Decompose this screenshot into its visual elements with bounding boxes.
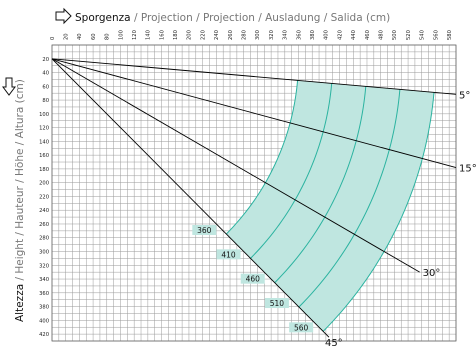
x-tick-label: 360 — [296, 30, 302, 40]
y-axis-title-main: Altezza — [14, 284, 26, 322]
angle-line — [51, 58, 457, 169]
x-tick-label: 340 — [283, 30, 289, 40]
x-tick-label: 80 — [105, 33, 111, 40]
arm-arc — [274, 86, 367, 284]
angle-label: 30° — [423, 268, 441, 279]
angle-label: 45° — [325, 338, 343, 346]
y-tick-labels: 20 40 60 80 100 120 140 160 180 200 220 240 260 280 30… — [39, 57, 49, 338]
x-tick-label: 440 — [351, 30, 357, 40]
x-tick-label: 400 — [324, 30, 330, 40]
x-tick-label: 460 — [365, 30, 371, 40]
arm-arc — [298, 89, 401, 308]
y-axis-arrow-icon — [2, 77, 16, 96]
y-tick-label: 40 — [42, 71, 49, 77]
y-tick-label: 420 — [39, 332, 49, 338]
y-tick-label: 340 — [39, 277, 49, 283]
arm-label-bg — [240, 273, 265, 284]
y-tick-label: 380 — [39, 305, 49, 311]
y-tick-label: 160 — [39, 153, 49, 159]
y-tick-label: 60 — [42, 84, 49, 90]
x-tick-label: 560 — [433, 30, 439, 40]
y-tick-label: 240 — [39, 208, 49, 214]
arm-label-bg — [216, 249, 241, 260]
x-axis-title-main: Sporgenza — [75, 12, 131, 24]
x-tick-label: 240 — [214, 30, 220, 40]
x-axis-arrow-icon — [55, 7, 72, 25]
y-tick-label: 80 — [42, 98, 49, 104]
y-tick-label: 180 — [39, 167, 49, 173]
angle-line — [51, 58, 420, 273]
x-tick-label: 520 — [406, 30, 412, 40]
x-tick-label: 60 — [91, 33, 97, 40]
y-axis-title-rest: / Height / Hauteur / Höhe / Altura (cm) — [14, 79, 26, 284]
x-tick-label: 200 — [187, 30, 193, 40]
arm-label: 410 — [221, 250, 236, 259]
arm-label-bg — [264, 298, 289, 309]
x-tick-label: 120 — [132, 30, 138, 40]
x-tick-labels: 0 20 40 60 80 100 120 140 160 180 200 220 240 260 280 3… — [50, 30, 453, 40]
y-tick-label: 140 — [39, 139, 49, 145]
x-tick-label: 260 — [228, 30, 234, 40]
x-tick-label: 140 — [146, 30, 152, 40]
angle-label: 15° — [459, 164, 476, 175]
y-tick-label: 260 — [39, 222, 49, 228]
x-tick-label: 420 — [337, 30, 343, 40]
arm-label: 460 — [246, 275, 261, 284]
x-tick-label: 320 — [269, 30, 275, 40]
y-tick-label: 220 — [39, 194, 49, 200]
angle-line — [51, 58, 457, 95]
grid-frame — [51, 44, 457, 342]
x-tick-label: 540 — [420, 30, 426, 40]
angle-label: 5° — [459, 90, 470, 101]
y-tick-label: 120 — [39, 126, 49, 132]
angle-lines: 5° 15° 30° 45° — [51, 58, 476, 346]
arm-arc — [250, 83, 333, 259]
x-tick-label: 160 — [159, 30, 165, 40]
arm-label: 360 — [197, 226, 212, 235]
y-tick-label: 280 — [39, 236, 49, 242]
arm-arc — [225, 80, 299, 235]
x-tick-label: 0 — [50, 37, 56, 40]
x-tick-label: 580 — [447, 30, 453, 40]
y-tick-label: 100 — [39, 112, 49, 118]
y-tick-label: 200 — [39, 181, 49, 187]
x-tick-label: 380 — [310, 30, 316, 40]
y-axis-title: Altezza / Height / Hauteur / Höhe / Altu… — [14, 79, 26, 322]
x-axis-title-rest: / Projection / Projection / Ausladung / … — [131, 12, 391, 24]
arm-label-bg — [289, 322, 314, 333]
arm-labels: 360 410 460 510 560 — [192, 224, 314, 333]
x-tick-label: 40 — [77, 33, 83, 40]
x-tick-label: 300 — [255, 30, 261, 40]
y-tick-label: 360 — [39, 291, 49, 297]
y-tick-label: 320 — [39, 263, 49, 269]
arm-label: 560 — [294, 323, 309, 332]
angle-line — [51, 58, 330, 338]
coverage-envelope — [225, 80, 435, 332]
y-tick-label: 300 — [39, 250, 49, 256]
x-tick-label: 20 — [63, 33, 69, 40]
arm-arc — [322, 92, 435, 332]
x-tick-label: 180 — [173, 30, 179, 40]
arm-label-bg — [192, 224, 217, 235]
x-tick-label: 280 — [242, 30, 248, 40]
x-tick-label: 220 — [200, 30, 206, 40]
envelope-fill — [226, 80, 434, 332]
x-tick-label: 100 — [118, 30, 124, 40]
arm-label: 510 — [270, 299, 285, 308]
x-axis-title: Sporgenza / Projection / Projection / Au… — [75, 12, 390, 24]
y-tick-label: 20 — [42, 57, 49, 63]
y-tick-label: 400 — [39, 318, 49, 324]
x-tick-label: 480 — [378, 30, 384, 40]
x-tick-label: 500 — [392, 30, 398, 40]
